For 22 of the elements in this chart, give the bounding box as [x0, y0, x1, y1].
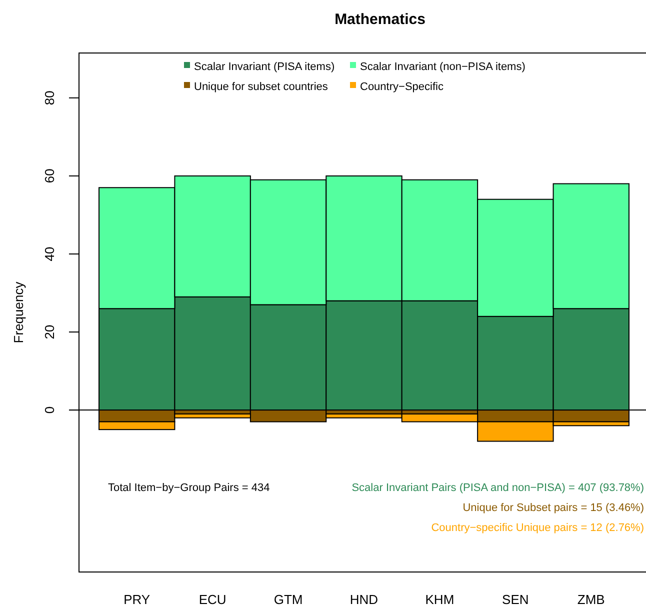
- x-tick-label: HND: [350, 592, 378, 607]
- x-tick-label: PRY: [124, 592, 150, 607]
- annotation: Unique for Subset pairs = 15 (3.46%): [462, 502, 644, 514]
- x-tick-label: ZMB: [577, 592, 605, 607]
- legend-label: Unique for subset countries: [194, 81, 328, 93]
- y-axis-title: Frequency: [11, 281, 26, 344]
- legend-label: Country−Specific: [360, 81, 444, 93]
- x-tick-label: ECU: [198, 592, 226, 607]
- y-tick-label: 20: [42, 324, 57, 340]
- x-tick-label: SEN: [502, 592, 529, 607]
- y-tick-label: 40: [42, 246, 57, 262]
- y-tick-label: 60: [42, 168, 57, 184]
- chart-title: Mathematics: [334, 11, 426, 28]
- x-tick-label: GTM: [274, 592, 303, 607]
- y-tick-label: 80: [42, 90, 57, 106]
- y-tick-label: 0: [42, 406, 57, 414]
- annotation: Total Item−by−Group Pairs = 434: [108, 482, 270, 494]
- legend-label: Scalar Invariant (PISA items): [194, 61, 335, 73]
- annotation: Country−specific Unique pairs = 12 (2.76%): [431, 522, 644, 534]
- annotation: Scalar Invariant Pairs (PISA and non−PISA) = 407 (93.78%): [352, 482, 644, 494]
- legend-label: Scalar Invariant (non−PISA items): [360, 61, 526, 73]
- x-tick-label: KHM: [425, 592, 454, 607]
